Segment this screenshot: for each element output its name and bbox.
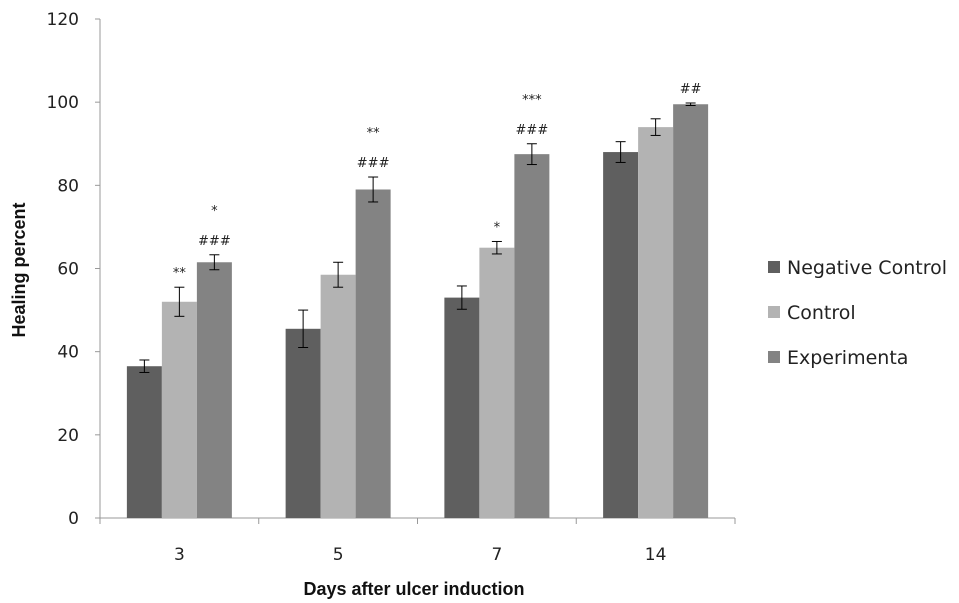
y-tick-label: 0 — [68, 509, 79, 529]
bar — [161, 301, 197, 518]
legend-swatch — [768, 306, 780, 318]
y-tick-label: 80 — [57, 176, 79, 196]
bar — [126, 366, 162, 518]
y-tick-label: 100 — [47, 93, 79, 113]
bar — [638, 127, 674, 518]
bar — [196, 262, 232, 518]
y-tick-label: 120 — [47, 10, 79, 30]
y-axis: 0 20 40 60 80 100 120 — [47, 10, 101, 529]
bar — [320, 274, 356, 518]
legend-label: Control — [787, 302, 856, 324]
legend: Negative Control Control Experimenta — [768, 257, 947, 369]
y-tick-label: 20 — [57, 426, 79, 446]
legend-swatch — [768, 261, 780, 273]
bar — [514, 154, 550, 519]
bars — [126, 104, 709, 519]
bar — [285, 328, 321, 518]
legend-swatch — [768, 351, 780, 363]
significance-label: *** — [522, 93, 542, 108]
significance-label: ### — [198, 234, 231, 249]
x-axis: 3 5 7 14 — [99, 517, 736, 565]
legend-label: Experimenta — [787, 347, 908, 369]
legend-label: Negative Control — [787, 257, 947, 279]
significance-label: ## — [680, 82, 702, 97]
x-tick-label: 5 — [333, 545, 344, 565]
significance-label: ** — [173, 266, 187, 281]
y-tick-label: 40 — [57, 343, 79, 363]
bar — [444, 297, 480, 518]
x-tick-label: 7 — [491, 545, 502, 565]
y-axis-title: Healing percent — [9, 202, 29, 337]
significance-label: ### — [516, 123, 549, 138]
bar — [355, 189, 391, 518]
error-bars — [139, 102, 696, 373]
x-axis-title: Days after ulcer induction — [303, 579, 524, 599]
bar — [603, 152, 639, 519]
bar — [479, 247, 515, 519]
significance-label: * — [211, 204, 218, 219]
bar — [673, 104, 709, 518]
x-tick-label: 14 — [645, 545, 667, 565]
x-tick-label: 3 — [174, 545, 185, 565]
significance-annotations: **###*###***###***## — [173, 82, 702, 281]
significance-label: * — [494, 220, 501, 235]
y-tick-label: 60 — [57, 260, 79, 280]
significance-label: ### — [357, 156, 390, 171]
significance-label: ** — [367, 126, 381, 141]
